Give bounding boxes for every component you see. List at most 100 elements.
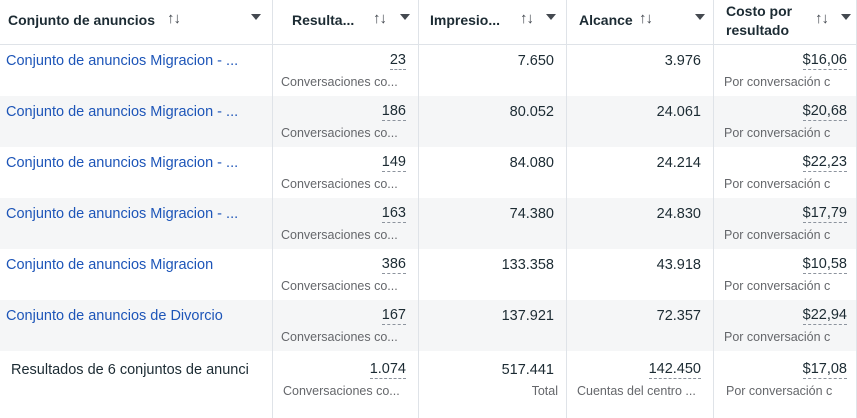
results-value[interactable]: 23 <box>389 52 406 70</box>
column-header-reach[interactable]: Alcance ↑↓ <box>566 0 713 44</box>
name-cell: Conjunto de anuncios Migracion - ... <box>0 45 272 96</box>
reach-cell: 72.357 <box>566 300 713 351</box>
cost-subtext: Por conversación c <box>724 126 831 140</box>
table-row: Conjunto de anuncios Migracion - ... 186… <box>0 96 857 147</box>
caret-down-icon[interactable] <box>251 14 261 20</box>
sort-arrows-icon[interactable]: ↑↓ <box>167 10 181 27</box>
ad-set-link[interactable]: Conjunto de anuncios Migracion - ... <box>6 104 239 120</box>
impressions-cell: 133.358 <box>418 249 566 300</box>
table-row: Conjunto de anuncios Migracion - ... 163… <box>0 198 857 249</box>
results-subtext: Conversaciones co... <box>281 330 398 344</box>
impressions-cell: 74.380 <box>418 198 566 249</box>
results-value[interactable]: 186 <box>381 103 406 121</box>
impressions-cell: 84.080 <box>418 147 566 198</box>
sort-arrows-icon[interactable]: ↑↓ <box>815 10 829 27</box>
ad-set-link[interactable]: Conjunto de anuncios Migracion - ... <box>6 206 239 222</box>
results-value[interactable]: 149 <box>381 154 406 172</box>
column-header-results[interactable]: Resulta... ↑↓ <box>272 0 418 44</box>
results-subtext: Conversaciones co... <box>281 75 398 89</box>
summary-cost-cell: $17,08 Por conversación c <box>713 351 857 418</box>
cost-value[interactable]: $16,06 <box>802 52 847 70</box>
reach-value: 72.357 <box>656 308 701 324</box>
impressions-value: 74.380 <box>509 206 554 222</box>
cost-value[interactable]: $10,58 <box>802 256 847 274</box>
table-header: Conjunto de anuncios ↑↓ Resulta... ↑↓ Im… <box>0 0 857 45</box>
summary-impressions-subtext: Total <box>531 384 558 398</box>
sort-arrows-icon[interactable]: ↑↓ <box>373 10 387 27</box>
summary-results-value[interactable]: 1.074 <box>369 361 406 379</box>
reach-cell: 24.214 <box>566 147 713 198</box>
results-cell: 23 Conversaciones co... <box>272 45 418 96</box>
results-subtext: Conversaciones co... <box>281 126 398 140</box>
ad-set-link[interactable]: Conjunto de anuncios de Divorcio <box>6 308 223 324</box>
sort-arrows-icon[interactable]: ↑↓ <box>639 10 653 27</box>
impressions-value: 137.921 <box>501 308 554 324</box>
summary-results-cell: 1.074 Conversaciones co... <box>272 351 418 418</box>
summary-reach-value[interactable]: 142.450 <box>648 361 701 379</box>
ad-set-link[interactable]: Conjunto de anuncios Migracion <box>6 257 214 273</box>
summary-results-subtext: Conversaciones co... <box>283 384 400 398</box>
impressions-value: 7.650 <box>517 53 554 69</box>
column-header-name[interactable]: Conjunto de anuncios ↑↓ <box>0 0 272 44</box>
summary-impressions-cell: 517.441 Total <box>418 351 566 418</box>
cost-subtext: Por conversación c <box>724 75 831 89</box>
reach-cell: 3.976 <box>566 45 713 96</box>
summary-impressions-value: 517.441 <box>501 362 554 378</box>
table-row: Conjunto de anuncios Migracion 386 Conve… <box>0 249 857 300</box>
caret-down-icon[interactable] <box>695 14 705 20</box>
name-cell: Conjunto de anuncios Migracion <box>0 249 272 300</box>
cost-cell: $20,68 Por conversación c <box>713 96 857 147</box>
column-header-cost-per-result[interactable]: Costo por resultado ↑↓ <box>713 0 857 44</box>
name-cell: Conjunto de anuncios Migracion - ... <box>0 198 272 249</box>
ad-set-link[interactable]: Conjunto de anuncios Migracion - ... <box>6 53 239 69</box>
name-cell: Conjunto de anuncios de Divorcio <box>0 300 272 351</box>
cost-value[interactable]: $17,79 <box>802 205 847 223</box>
caret-down-icon[interactable] <box>841 14 851 20</box>
results-cell: 386 Conversaciones co... <box>272 249 418 300</box>
cost-cell: $16,06 Por conversación c <box>713 45 857 96</box>
name-cell: Conjunto de anuncios Migracion - ... <box>0 96 272 147</box>
reach-value: 24.830 <box>656 206 701 222</box>
reach-cell: 24.061 <box>566 96 713 147</box>
cost-subtext: Por conversación c <box>724 228 831 242</box>
results-value[interactable]: 167 <box>381 307 406 325</box>
reach-cell: 24.830 <box>566 198 713 249</box>
reach-value: 24.061 <box>656 104 701 120</box>
results-value[interactable]: 386 <box>381 256 406 274</box>
impressions-cell: 137.921 <box>418 300 566 351</box>
summary-reach-subtext: Cuentas del centro ... <box>577 384 696 398</box>
column-header-impressions[interactable]: Impresio... ↑↓ <box>418 0 566 44</box>
column-header-label: Alcance <box>579 12 633 28</box>
caret-down-icon[interactable] <box>546 14 556 20</box>
column-header-label: Impresio... <box>430 12 501 28</box>
impressions-cell: 80.052 <box>418 96 566 147</box>
impressions-value: 84.080 <box>509 155 554 171</box>
results-value[interactable]: 163 <box>381 205 406 223</box>
cost-cell: $22,23 Por conversación c <box>713 147 857 198</box>
table-row: Conjunto de anuncios de Divorcio 167 Con… <box>0 300 857 351</box>
cost-value[interactable]: $22,23 <box>802 154 847 172</box>
name-cell: Conjunto de anuncios Migracion - ... <box>0 147 272 198</box>
summary-row: Resultados de 6 conjuntos de anunci 1.07… <box>0 351 857 418</box>
cost-value[interactable]: $22,94 <box>802 307 847 325</box>
summary-reach-cell: 142.450 Cuentas del centro ... <box>566 351 713 418</box>
impressions-value: 133.358 <box>501 257 554 273</box>
results-cell: 186 Conversaciones co... <box>272 96 418 147</box>
caret-down-icon[interactable] <box>400 14 410 20</box>
table-row: Conjunto de anuncios Migracion - ... 23 … <box>0 45 857 96</box>
summary-cost-value[interactable]: $17,08 <box>802 361 847 379</box>
cost-value[interactable]: $20,68 <box>802 103 847 121</box>
table-row: Conjunto de anuncios Migracion - ... 149… <box>0 147 857 198</box>
summary-label-cell: Resultados de 6 conjuntos de anunci <box>0 351 272 418</box>
sort-arrows-icon[interactable]: ↑↓ <box>520 10 534 27</box>
results-subtext: Conversaciones co... <box>281 228 398 242</box>
impressions-value: 80.052 <box>509 104 554 120</box>
cost-subtext: Por conversación c <box>724 177 831 191</box>
cost-subtext: Por conversación c <box>724 330 831 344</box>
ad-set-link[interactable]: Conjunto de anuncios Migracion - ... <box>6 155 239 171</box>
reach-value: 43.918 <box>656 257 701 273</box>
results-subtext: Conversaciones co... <box>281 177 398 191</box>
cost-cell: $17,79 Por conversación c <box>713 198 857 249</box>
column-header-label: Costo por resultado <box>726 3 793 38</box>
